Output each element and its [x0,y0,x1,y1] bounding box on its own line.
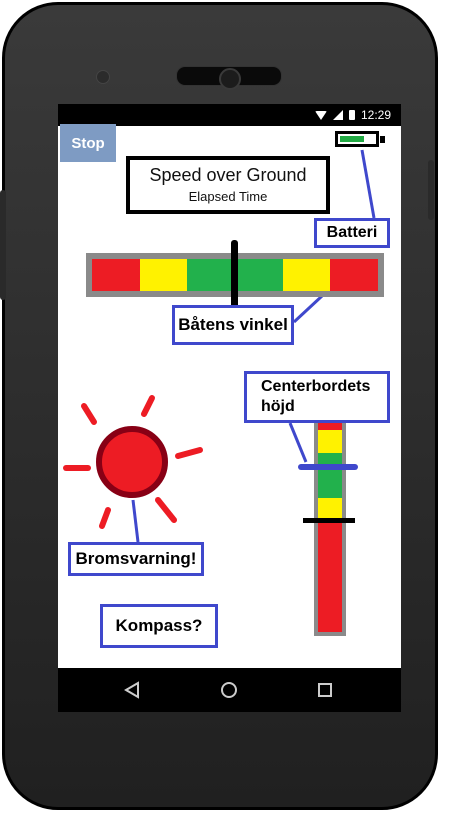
angle-segment-yellow [139,259,188,291]
height-segment-green [318,475,342,498]
height-segment-red [318,564,342,588]
status-time: 12:29 [360,108,391,122]
status-bar: 12:29 [58,104,401,126]
proximity-sensor [96,70,110,84]
centerboard-target-marker [298,464,358,470]
boat-angle-marker [231,240,238,310]
red-sun-warning-icon [63,395,203,529]
angle-segment-green [187,259,236,291]
height-segment-yellow [318,497,342,520]
status-icons: 12:29 [314,108,391,122]
wifi-icon [314,110,327,120]
battery-fill [340,136,364,142]
recent-square-icon[interactable] [316,681,334,699]
height-segment-red [318,519,342,543]
height-segment-red [318,542,342,565]
centerboard-callout-line1: Centerbordets [261,378,371,395]
elapsed-time-label: Elapsed Time [188,189,268,204]
centerboard-height-callout: Centerbordets höjd [244,371,390,423]
home-circle-icon[interactable] [219,680,239,700]
height-segment-red [318,609,342,632]
angle-segment-green [235,259,283,291]
compass-callout: Kompass? [100,604,218,648]
height-segment-red [318,587,342,610]
front-camera-icon [219,68,241,90]
battery-indicator [335,131,379,147]
back-triangle-icon[interactable] [124,681,140,699]
angle-segment-red [92,259,140,291]
navigation-bar [58,668,401,712]
battery-tip [380,136,385,143]
brake-warning-callout: Bromsvarning! [68,542,204,576]
boat-angle-callout: Båtens vinkel [172,305,294,345]
power-button [428,160,434,220]
signal-icon [332,110,343,120]
angle-segment-red [330,259,379,291]
battery-status-icon [348,110,355,120]
centerboard-callout-line2: höjd [261,398,295,415]
battery-callout: Batteri [314,218,390,248]
speed-display: Speed over Ground Elapsed Time [126,156,330,214]
stop-button[interactable]: Stop [60,124,116,162]
centerboard-current-marker [303,518,355,523]
height-segment-yellow [318,430,342,453]
speed-title: Speed over Ground [149,165,307,185]
angle-segment-yellow [282,259,331,291]
volume-button [0,190,6,300]
